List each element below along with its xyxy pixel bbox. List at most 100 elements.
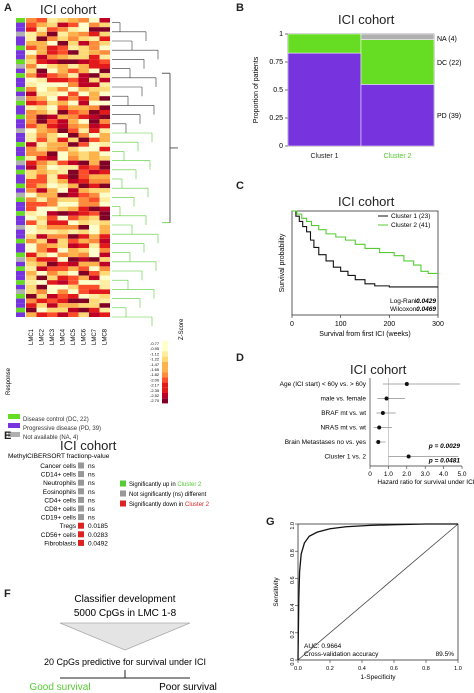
heatmap-cell <box>99 257 110 262</box>
heatmap-cell <box>36 275 47 281</box>
g-ylabel: Sensitivity <box>273 577 280 607</box>
heatmap-cell <box>78 275 89 281</box>
heatmap-cell <box>89 220 100 225</box>
heatmap-cell <box>36 243 47 248</box>
response-cell <box>16 183 25 189</box>
heatmap-cell <box>99 114 110 120</box>
heatmap-cell <box>78 64 89 69</box>
response-cell <box>16 266 25 271</box>
heatmap-cell <box>78 192 89 198</box>
heatmap-cell <box>36 252 47 258</box>
heatmap-cell <box>26 151 37 156</box>
e-row-swatch <box>78 531 84 538</box>
response-cell <box>16 142 25 147</box>
heatmap-cell <box>26 165 37 170</box>
heatmap-cell <box>47 73 58 78</box>
heatmap-cell <box>89 133 100 138</box>
column-label: LMC6 <box>82 328 88 345</box>
heatmap-cell <box>57 229 68 235</box>
heatmap-cell <box>26 215 37 221</box>
heatmap-cell <box>89 211 100 216</box>
response-cell <box>16 156 25 161</box>
d-xlabel: Hazard ratio for survival under ICI <box>377 479 474 484</box>
response-cell <box>16 206 25 212</box>
heatmap-cell <box>99 87 110 92</box>
heatmap-cell <box>99 248 110 253</box>
response-cell <box>16 188 25 193</box>
heatmap-cell <box>36 87 47 92</box>
zscore-tick: -1.12 <box>150 351 160 356</box>
heatmap-cell <box>47 174 58 179</box>
heatmap-cell <box>47 257 58 262</box>
zscore-tick: -1.65 <box>150 367 160 372</box>
g-xtick-label: 0.0 <box>294 666 302 672</box>
heatmap-cell <box>99 192 110 198</box>
response-cell <box>16 294 25 299</box>
heatmap-cell <box>36 183 47 189</box>
heatmap-cell <box>57 91 68 97</box>
heatmap-cell <box>36 137 47 143</box>
panel-e-title: ICI cohort <box>60 438 117 453</box>
heatmap-cell <box>57 289 68 294</box>
heatmap-cell <box>68 234 79 239</box>
heatmap-cell <box>68 312 79 317</box>
heatmap-cell <box>68 22 79 28</box>
heatmap-cell <box>26 77 37 83</box>
heatmap-cell <box>26 248 37 253</box>
response-cell <box>16 289 25 294</box>
e-row-name: CD19+ cells <box>41 515 77 522</box>
heatmap-cell <box>78 105 89 110</box>
heatmap-cell <box>89 119 100 124</box>
heatmap-cell <box>36 54 47 60</box>
response-cell <box>16 100 25 106</box>
heatmap-cell <box>47 220 58 225</box>
heatmap-cell <box>26 234 37 239</box>
panel-a-legend: Disease control (DC, 22) Progressive dis… <box>8 408 101 441</box>
b-ytick-label: 1 <box>279 31 283 38</box>
heatmap-cell <box>68 59 79 64</box>
heatmap-cell <box>68 27 79 32</box>
heatmap-cell <box>57 174 68 179</box>
heatmap-cell <box>57 156 68 161</box>
heatmap-cell <box>57 284 68 290</box>
heatmap-cell <box>47 27 58 32</box>
heatmap-cell <box>47 41 58 46</box>
heatmap-cell <box>26 183 37 189</box>
heatmap-cell <box>26 128 37 133</box>
heatmap-cell <box>99 77 110 83</box>
heatmap-cell <box>47 45 58 51</box>
panel-f-letter: F <box>4 588 11 600</box>
heatmap-cell <box>89 202 100 207</box>
heatmap-cell <box>47 303 58 308</box>
heatmap-cell <box>78 22 89 28</box>
heatmap-cell <box>78 119 89 124</box>
heatmap-cell <box>26 261 37 267</box>
heatmap-cell <box>26 22 37 28</box>
heatmap-cell <box>89 257 100 262</box>
e-legend-swatch <box>120 500 126 507</box>
heatmap-cell <box>26 229 37 235</box>
heatmap-cell <box>47 284 58 290</box>
heatmap-cell <box>36 294 47 299</box>
heatmap-cell <box>68 96 79 101</box>
heatmap-cell <box>36 271 47 276</box>
heatmap-cell <box>36 82 47 87</box>
heatmap-cell <box>26 303 37 308</box>
d-row-label: NRAS mt vs. wt <box>320 425 366 432</box>
heatmap-cell <box>99 307 110 313</box>
heatmap-cell <box>99 225 110 230</box>
c-xtick-label: 0 <box>290 321 294 328</box>
heatmap-cell <box>57 36 68 41</box>
heatmap-cell <box>68 123 79 129</box>
heatmap-cell <box>99 105 110 110</box>
heatmap-cell <box>47 119 58 124</box>
heatmap-cell <box>68 54 79 60</box>
heatmap-cell <box>68 257 79 262</box>
heatmap-cell <box>89 165 100 170</box>
d-hr-point <box>377 425 382 430</box>
heatmap-cell <box>78 307 89 313</box>
heatmap-cell <box>99 41 110 46</box>
heatmap-cell <box>89 225 100 230</box>
heatmap-cell <box>89 266 100 271</box>
heatmap-cell <box>47 105 58 110</box>
